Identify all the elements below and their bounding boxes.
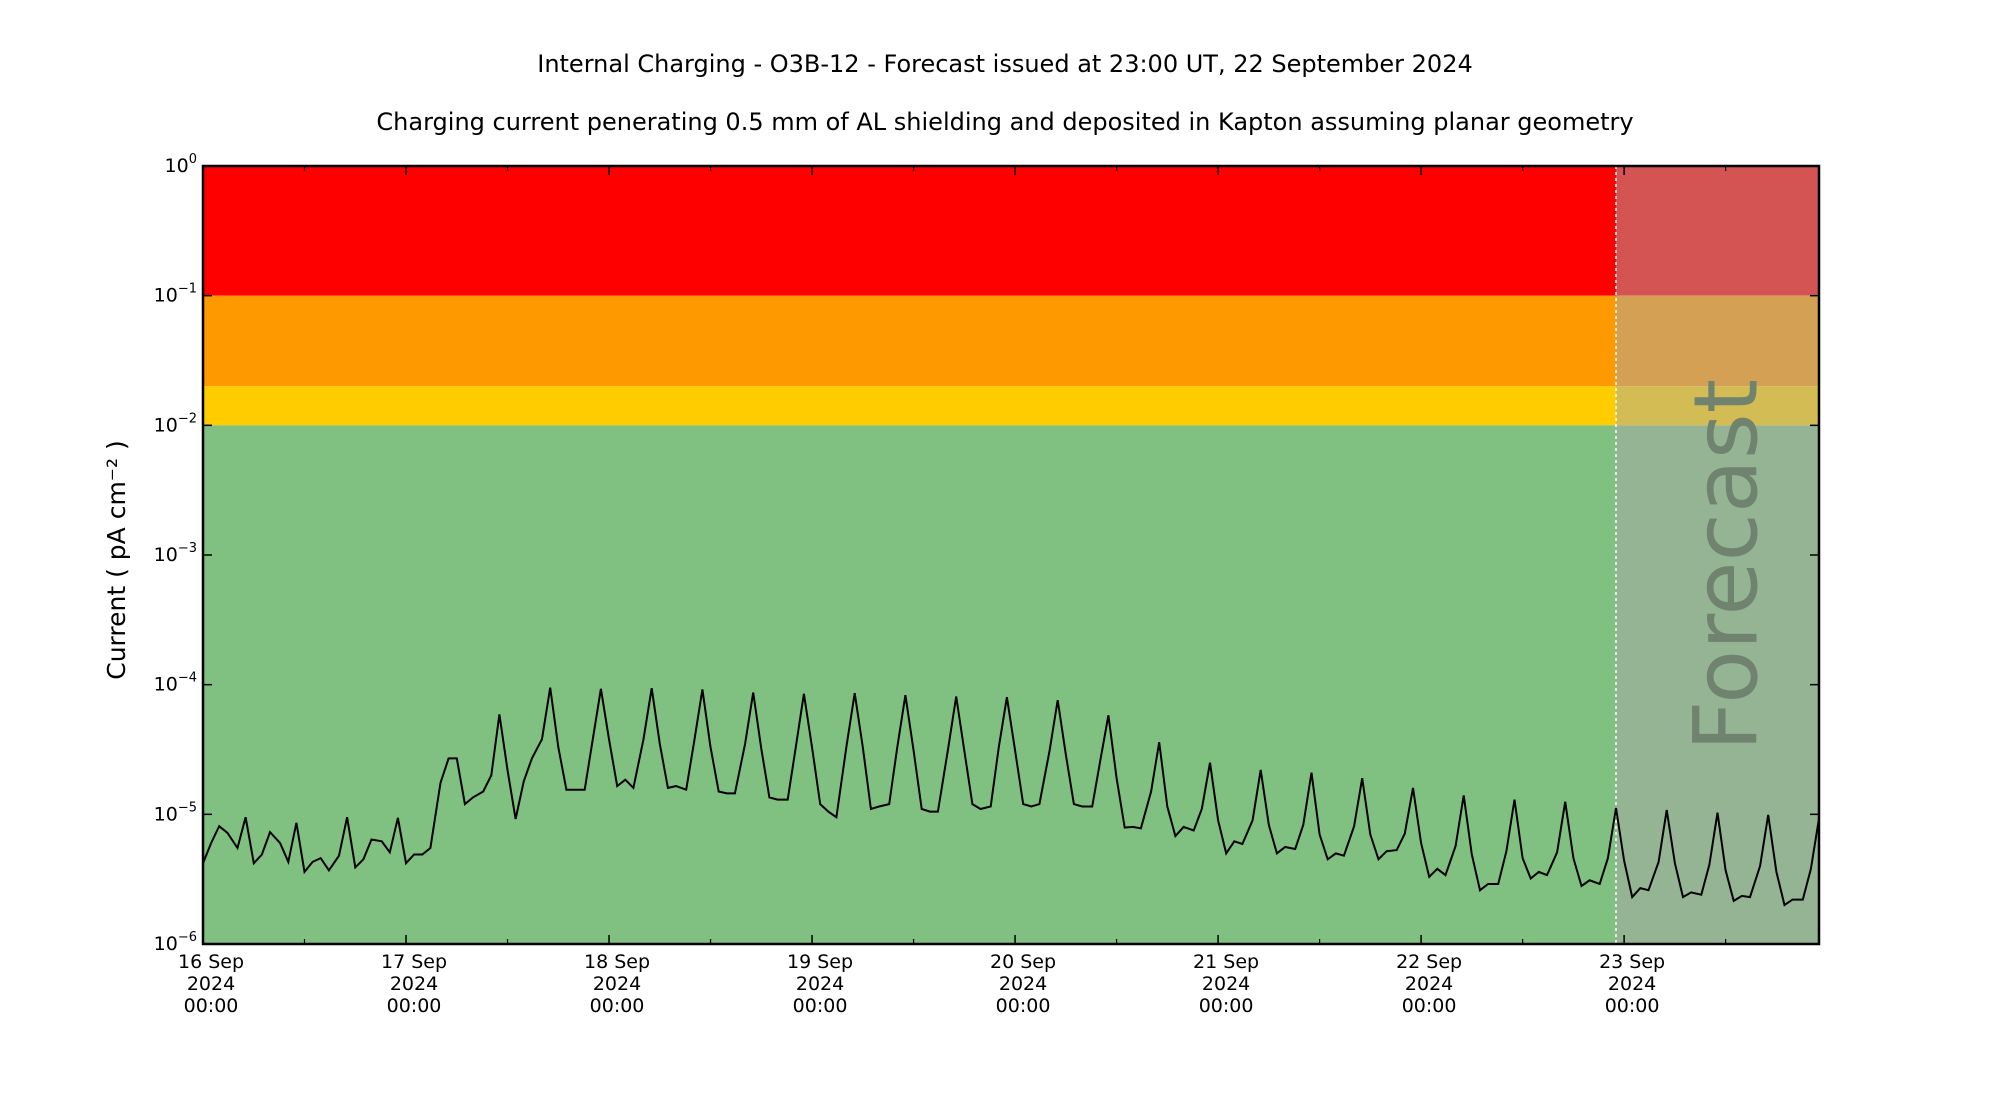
y-tick-label: 10−5 (154, 800, 197, 825)
y-tick-label: 10−2 (154, 411, 197, 436)
chart-subtitle: Charging current penerating 0.5 mm of AL… (376, 108, 1633, 136)
x-tick-label: 2024 (796, 973, 844, 995)
x-tick-label: 16 Sep (178, 951, 244, 973)
y-tick-label: 10−6 (154, 930, 197, 955)
x-tick-label: 2024 (1608, 973, 1656, 995)
band-red-forecast (1615, 166, 1819, 296)
x-tick-label: 00:00 (1605, 995, 1660, 1017)
x-tick-label: 20 Sep (990, 951, 1056, 973)
forecast-label: Forecast (1674, 379, 1777, 751)
x-tick-label: 00:00 (387, 995, 442, 1017)
x-tick-label: 2024 (390, 973, 438, 995)
x-tick-label: 23 Sep (1599, 951, 1665, 973)
band-yellow (203, 386, 1616, 426)
forecast-shading (1615, 166, 1819, 944)
band-green-forecast (1615, 425, 1819, 944)
band-green (203, 425, 1616, 944)
y-axis: 10−6 10−5 10−4 10−3 10−2 10−1 100 (154, 152, 1819, 955)
band-yellow-forecast (1615, 386, 1819, 426)
x-tick-label: 00:00 (1199, 995, 1254, 1017)
x-tick-label: 2024 (187, 973, 235, 995)
y-tick-label: 10−4 (154, 671, 197, 696)
x-tick-label: 22 Sep (1396, 951, 1462, 973)
series-line-current (202, 687, 1820, 907)
x-tick-label: 00:00 (184, 995, 239, 1017)
band-red (203, 166, 1616, 296)
y-tick-label: 100 (165, 152, 197, 177)
x-tick-label: 19 Sep (787, 951, 853, 973)
x-tick-label: 2024 (593, 973, 641, 995)
x-tick-label: 00:00 (793, 995, 848, 1017)
chart-title: Internal Charging - O3B-12 - Forecast is… (537, 50, 1473, 78)
threshold-bands (203, 166, 1616, 944)
y-axis-label: Current ( pA cm⁻² ) (102, 440, 131, 679)
x-tick-label: 18 Sep (584, 951, 650, 973)
x-tick-label: 00:00 (1402, 995, 1457, 1017)
x-tick-label: 17 Sep (381, 951, 447, 973)
x-tick-label: 00:00 (590, 995, 645, 1017)
y-tick-label: 10−3 (154, 541, 197, 566)
x-tick-label: 2024 (1202, 973, 1250, 995)
x-tick-label: 00:00 (996, 995, 1051, 1017)
y-tick-label: 10−1 (154, 282, 197, 307)
band-orange (203, 295, 1616, 387)
x-tick-label: 2024 (999, 973, 1047, 995)
x-tick-label: 2024 (1405, 973, 1453, 995)
band-orange-forecast (1615, 295, 1819, 387)
x-tick-label: 21 Sep (1193, 951, 1259, 973)
